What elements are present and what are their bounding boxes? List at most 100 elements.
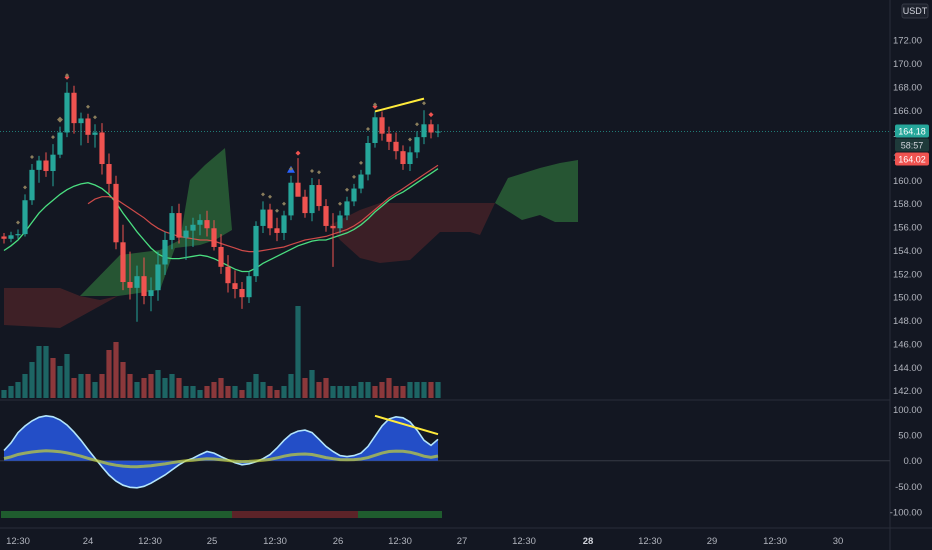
candle-body	[330, 225, 336, 229]
candle	[197, 214, 203, 236]
pivot-diamond-icon	[352, 174, 356, 179]
candle-body	[141, 276, 147, 297]
time-tick-label: 25	[207, 536, 218, 547]
currency-badge-box[interactable]	[901, 3, 929, 19]
volume-bar	[421, 382, 427, 398]
candle-body	[92, 132, 98, 135]
candle-body	[414, 137, 420, 153]
candle	[435, 124, 441, 138]
volume-bar	[365, 382, 371, 398]
candle-body	[183, 230, 189, 238]
candle	[428, 119, 434, 139]
candle	[379, 111, 385, 141]
candle-body	[428, 124, 434, 133]
candle-body	[148, 290, 154, 297]
candle	[239, 282, 245, 309]
candle	[211, 220, 217, 251]
candle-body	[316, 185, 322, 207]
cloud-bear-2	[330, 203, 495, 263]
candle	[113, 175, 119, 250]
price-tick-label: 146.00	[893, 339, 922, 350]
candle	[176, 203, 182, 244]
candle-body	[344, 201, 350, 216]
candle-body	[218, 246, 224, 267]
candle	[36, 155, 42, 183]
ma-line	[87, 164, 439, 253]
candle-body	[421, 124, 427, 138]
pivot-diamond-icon	[23, 185, 27, 190]
candle-body	[36, 160, 42, 170]
ichimoku-cloud	[4, 148, 578, 328]
candle-body	[8, 235, 14, 239]
candle	[330, 213, 336, 267]
candle-body	[435, 131, 441, 133]
volume-bar	[92, 382, 98, 398]
price-tick-label: 166.00	[893, 106, 922, 117]
candle	[127, 251, 133, 300]
volume-bar	[141, 378, 147, 398]
candle	[253, 221, 259, 283]
candle	[414, 131, 420, 159]
prev-price-text: 164.02	[898, 155, 926, 165]
volume-bar	[197, 390, 203, 398]
candle-body	[323, 206, 329, 226]
volume-bar	[302, 378, 308, 398]
volume-bar	[22, 374, 28, 398]
oscillator-tick-label: 0.00	[904, 456, 923, 467]
candle	[92, 124, 98, 148]
time-axis[interactable]: 12:30 24 12:30 25 12:30 26 12:30 27 12:30 28 12:30…	[6, 536, 843, 547]
volume-bar	[400, 386, 406, 398]
pivot-diamond-icon	[415, 122, 419, 127]
volume-bar	[1, 390, 7, 398]
time-tick-label: 12:30	[263, 536, 287, 547]
volume-bar	[57, 366, 63, 398]
candle-body	[281, 215, 287, 233]
trend-bar-segment	[372, 511, 442, 518]
pivot-diamond-icon	[310, 169, 314, 174]
osc-divergence-line	[374, 414, 439, 436]
volume-bar	[260, 382, 266, 398]
volume-bar	[414, 382, 420, 398]
candle	[421, 110, 427, 145]
candle-body	[393, 141, 399, 152]
candle	[260, 201, 266, 233]
candle	[141, 257, 147, 305]
candle	[246, 271, 252, 304]
volume-bar	[407, 382, 413, 398]
pivot-diamond-icon	[345, 187, 349, 192]
candle	[281, 210, 287, 240]
volume-bar	[428, 382, 434, 398]
candle-body	[239, 289, 245, 298]
candlesticks[interactable]	[1, 82, 441, 322]
price-divergence-line	[374, 97, 425, 113]
volume-bar	[71, 378, 77, 398]
volume-bar	[78, 374, 84, 398]
volume-bar	[386, 378, 392, 398]
volume-bar	[106, 350, 112, 398]
bear-signal-icon	[295, 150, 301, 156]
volume-bar	[99, 374, 105, 398]
candle-body	[253, 225, 259, 277]
candle	[295, 158, 301, 197]
volume-bar	[113, 342, 119, 398]
pivot-diamond-icon	[261, 192, 265, 197]
trend-bar-segment	[1, 511, 232, 518]
pivot-diamond-icon	[338, 201, 342, 206]
price-tick-label: 160.00	[893, 176, 922, 187]
pivot-diamond-icon	[93, 115, 97, 120]
volume-bar	[330, 386, 336, 398]
volume-bar	[204, 386, 210, 398]
trend-bar-segment	[358, 511, 372, 518]
time-tick-label: 12:30	[6, 536, 30, 547]
candle-body	[71, 92, 77, 124]
last-price-badge	[895, 124, 929, 138]
time-tick-label: 12:30	[388, 536, 412, 547]
volume-bar	[148, 374, 154, 398]
candle	[99, 123, 105, 175]
candle-body	[302, 196, 308, 214]
candle	[8, 231, 14, 243]
volume-bar	[64, 354, 70, 398]
candle-body	[190, 224, 196, 231]
